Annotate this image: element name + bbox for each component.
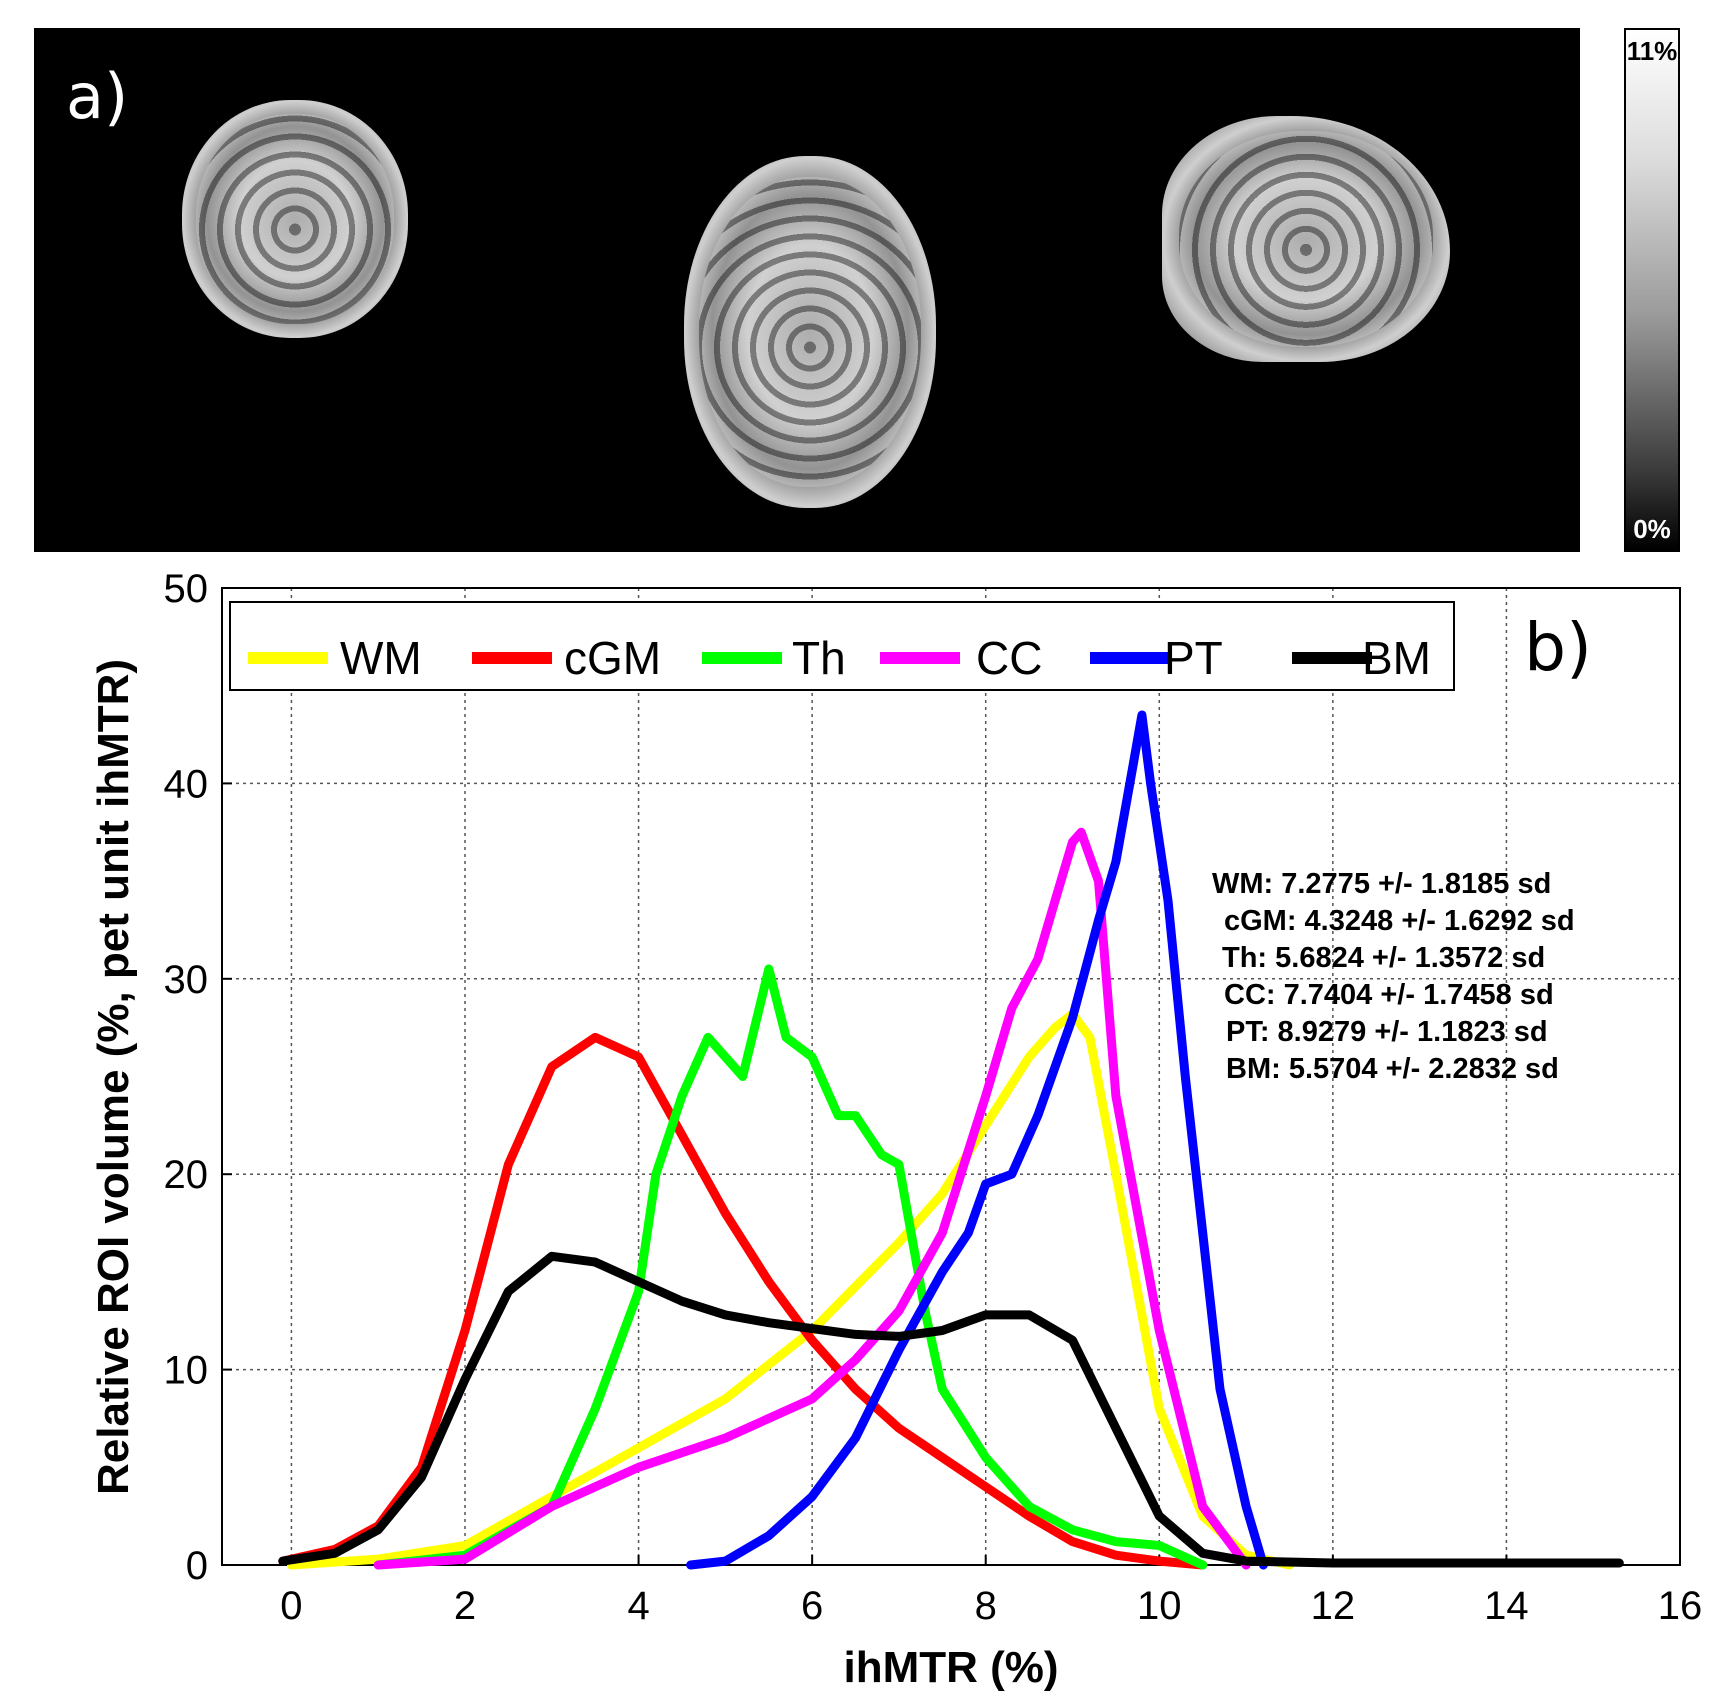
axis-ticks: 0 2 4 6 8 10 12 14 16 0 10 20 30 40 50: [164, 567, 1703, 1628]
histogram-chart: 0 2 4 6 8 10 12 14 16 0 10 20 30 40 50 ihMTR (%) Relat…: [89, 567, 1703, 1692]
colorbar-max-label: 11%: [1626, 36, 1678, 66]
stat-annotation: PT: 8.9279 +/- 1.1823 sd: [1226, 1016, 1548, 1048]
stat-annotation: cGM: 4.3248 +/- 1.6292 sd: [1224, 905, 1575, 937]
series-line-th: [373, 964, 1208, 1570]
series-line-cc: [373, 827, 1251, 1570]
y-tick-label: 20: [164, 1153, 209, 1197]
y-tick-label: 40: [164, 762, 209, 806]
colorbar: [1624, 28, 1680, 552]
colorbar-min-label: 0%: [1633, 514, 1671, 544]
series-line-cgm: [278, 1032, 1208, 1570]
panel-b-label: b): [1524, 609, 1592, 686]
legend-label-th: Th: [792, 632, 846, 684]
brain-image-panel: [34, 28, 1580, 552]
stat-annotation: CC: 7.7404 +/- 1.7458 sd: [1224, 979, 1554, 1011]
series-line-pt: [686, 710, 1268, 1570]
y-axis-label: Relative ROI volume (%, pet unit ihMTR): [89, 659, 138, 1495]
y-tick-label: 0: [186, 1544, 208, 1588]
y-tick-label: 30: [164, 958, 209, 1002]
legend-label-pt: PT: [1164, 632, 1223, 684]
legend-label-cc: CC: [976, 632, 1042, 684]
coronal-slice-image: [182, 100, 408, 338]
stats-annotations: WM: 7.2775 +/- 1.8185 sd cGM: 4.3248 +/- …: [1212, 868, 1575, 1085]
legend-label-cgm: cGM: [564, 632, 661, 684]
y-tick-label: 50: [164, 567, 209, 611]
stat-annotation: WM: 7.2775 +/- 1.8185 sd: [1212, 868, 1551, 900]
legend-box: [229, 601, 1455, 691]
x-tick-label: 14: [1484, 1584, 1529, 1628]
x-tick-label: 6: [801, 1584, 823, 1628]
x-tick-label: 2: [454, 1584, 476, 1628]
x-tick-label: 10: [1137, 1584, 1182, 1628]
x-tick-label: 8: [975, 1584, 997, 1628]
x-tick-label: 0: [280, 1584, 302, 1628]
sagittal-slice-image: [1162, 116, 1450, 362]
series-line-bm: [278, 1251, 1624, 1568]
stat-annotation: Th: 5.6824 +/- 1.3572 sd: [1222, 942, 1545, 974]
series-lines: [278, 710, 1624, 1570]
x-tick-label: 12: [1311, 1584, 1356, 1628]
y-tick-label: 10: [164, 1349, 209, 1393]
panel-a-label: a): [66, 60, 129, 133]
legend-label-bm: BM: [1362, 632, 1431, 684]
x-tick-label: 16: [1658, 1584, 1703, 1628]
x-axis-label: ihMTR (%): [843, 1643, 1058, 1692]
legend: WM cGM Th CC PT BM: [229, 601, 1455, 691]
axial-slice-image: [684, 156, 936, 508]
x-tick-label: 4: [627, 1584, 649, 1628]
legend-label-wm: WM: [340, 632, 422, 684]
stat-annotation: BM: 5.5704 +/- 2.2832 sd: [1226, 1053, 1559, 1085]
plot-area-frame: [221, 587, 1681, 1566]
